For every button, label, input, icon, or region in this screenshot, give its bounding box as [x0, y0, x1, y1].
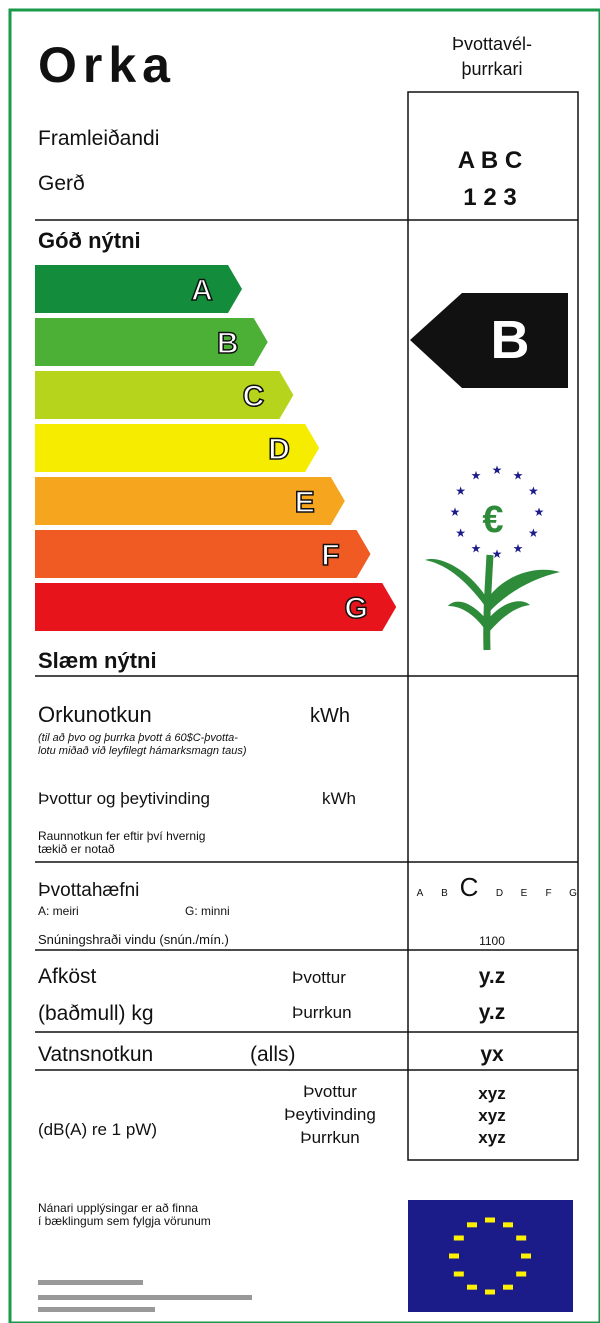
capacity-dry-value: y.z	[479, 1001, 505, 1024]
capacity-label: Afköst	[38, 965, 97, 988]
efficiency-class: D	[268, 433, 290, 466]
efficiency-class: B	[217, 327, 239, 360]
water-qualifier: (alls)	[250, 1043, 296, 1066]
appliance: þurrkari	[461, 59, 522, 79]
model: Gerð	[38, 172, 85, 195]
energy-label: Orkunotkun	[38, 702, 152, 727]
wash-spin-unit: kWh	[322, 789, 356, 808]
eu-flag	[408, 1200, 573, 1312]
star: ★	[528, 526, 539, 540]
flag-star	[449, 1254, 459, 1259]
scale-letter: C	[460, 872, 479, 902]
flag-star	[503, 1222, 513, 1227]
energy-unit: kWh	[310, 705, 350, 727]
capacity-wash: Þvottur	[292, 968, 346, 987]
noise-label: Þvottur	[303, 1082, 357, 1101]
noise-value: xyz	[478, 1106, 505, 1125]
star: ★	[471, 541, 482, 555]
capacity-wash-value: y.z	[479, 965, 505, 988]
scale-letter: F	[545, 888, 551, 899]
flag-star	[467, 1285, 477, 1290]
efficiency-class: A	[191, 274, 213, 307]
capacity-dry: Þurrkun	[292, 1003, 352, 1022]
svg-text:€: €	[482, 499, 503, 541]
efficiency-class: G	[345, 592, 368, 625]
capacity-unit: (baðmull) kg	[38, 1002, 154, 1025]
less: G: minni	[185, 904, 230, 918]
flag-star	[485, 1290, 495, 1295]
star: ★	[450, 505, 461, 519]
efficiency-class: E	[295, 486, 315, 519]
efficiency-bar	[35, 530, 371, 578]
star: ★	[455, 484, 466, 498]
model-code: 1 2 3	[463, 184, 516, 211]
noise-value: xyz	[478, 1128, 505, 1147]
scale-letter: E	[521, 888, 528, 899]
scale-letter: G	[569, 888, 577, 899]
rating-arrow	[410, 293, 568, 388]
appliance: Þvottavél-	[452, 34, 532, 54]
usage-note: Raunnotkun fer eftir því hvernig	[38, 829, 205, 843]
star: ★	[513, 469, 524, 483]
efficiency-class: C	[243, 380, 265, 413]
efficiency-bar	[35, 583, 396, 631]
star: ★	[534, 505, 545, 519]
eco-flower: € ★ ★ ★ ★ ★ ★ ★ ★ ★ ★ ★ ★	[425, 463, 560, 650]
more: A: meiri	[38, 904, 79, 918]
energy-note: (til að þvo og þurrka þvott á 60$C-þvott…	[38, 732, 238, 744]
energy-label: Orka Þvottavél- þurrkari Framleiðandi Ge…	[0, 0, 600, 1323]
wash-scale: A B C D E F G	[417, 872, 577, 902]
efficiency-class: F	[321, 539, 339, 572]
scale-letter: B	[441, 888, 448, 899]
flag-star	[454, 1272, 464, 1277]
spin-label: Snúningshraði vindu (snún./mín.)	[38, 932, 229, 947]
good-efficiency: Góð nýtni	[38, 228, 141, 253]
noise-label: Þeytivinding	[284, 1105, 376, 1124]
footer-info: í bæklingum sem fylgja vörunum	[38, 1214, 211, 1228]
noise-label: Þurrkun	[300, 1128, 360, 1147]
flag-star	[516, 1272, 526, 1277]
wash-spin-label: Þvottur og þeytivinding	[38, 789, 210, 808]
grey-lines	[38, 1280, 252, 1312]
poor-efficiency: Slæm nýtni	[38, 648, 157, 673]
star: ★	[471, 469, 482, 483]
noise: Þvottur xyz Þeytivinding xyz Þurrkun xyz	[284, 1082, 506, 1147]
flag-star	[516, 1236, 526, 1241]
scale-letter: A	[417, 888, 424, 899]
star: ★	[528, 484, 539, 498]
energy-note: lotu miðað við leyfilegt hámarksmagn tau…	[38, 745, 247, 757]
flag-star	[467, 1222, 477, 1227]
noise-value: xyz	[478, 1084, 505, 1103]
flag-star	[454, 1236, 464, 1241]
usage-note: tækið er notað	[38, 842, 115, 856]
noise-unit: (dB(A) re 1 pW)	[38, 1120, 157, 1139]
manufacturer-code: A B C	[458, 147, 522, 174]
star: ★	[492, 547, 503, 561]
scale-letter: D	[496, 888, 503, 899]
star: ★	[492, 463, 503, 477]
title: Orka	[38, 37, 176, 93]
water-value: yx	[480, 1043, 504, 1066]
spin-value: 1100	[479, 934, 505, 948]
flag-star	[485, 1218, 495, 1223]
water-label: Vatnsnotkun	[38, 1043, 153, 1066]
wash-performance: Þvottahæfni	[38, 880, 139, 901]
flag-star	[503, 1285, 513, 1290]
manufacturer: Framleiðandi	[38, 127, 159, 150]
footer-info: Nánari upplýsingar er að finna	[38, 1201, 198, 1215]
star: ★	[455, 526, 466, 540]
rating: B	[491, 310, 530, 370]
flag-star	[521, 1254, 531, 1259]
star: ★	[513, 541, 524, 555]
